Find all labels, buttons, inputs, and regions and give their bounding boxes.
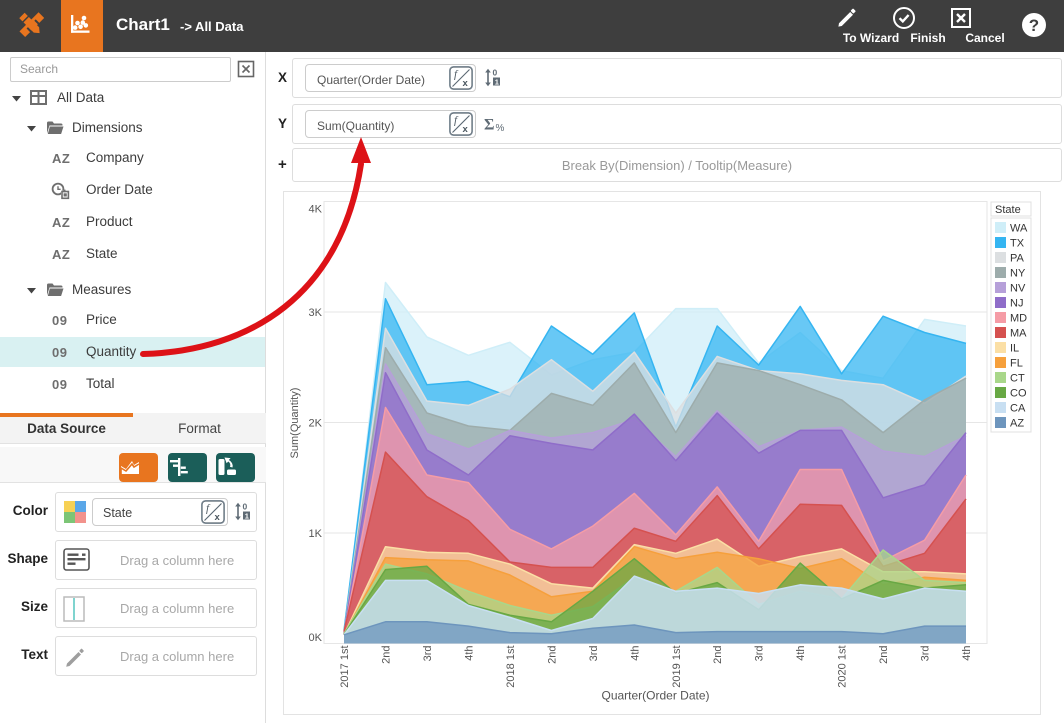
svg-text:Σ: Σ: [484, 117, 494, 134]
svg-text:State: State: [995, 204, 1021, 216]
svg-text:4th: 4th: [961, 646, 973, 661]
svg-text:4th: 4th: [463, 646, 475, 661]
svg-text:4K: 4K: [309, 204, 323, 216]
svg-text:1K: 1K: [309, 528, 323, 540]
svg-text:NY: NY: [1010, 268, 1026, 280]
svg-text:1: 1: [495, 77, 499, 86]
svg-text:MD: MD: [1010, 313, 1027, 325]
svg-text:3rd: 3rd: [754, 646, 766, 662]
svg-text:0: 0: [493, 68, 498, 78]
svg-text:2020 1st: 2020 1st: [837, 646, 849, 688]
svg-text:2nd: 2nd: [381, 646, 393, 664]
svg-text:3K: 3K: [309, 307, 323, 319]
svg-text:IL: IL: [1010, 343, 1019, 355]
svg-text:?: ?: [1029, 16, 1039, 35]
svg-text:f: f: [454, 115, 459, 127]
svg-text:2nd: 2nd: [546, 646, 558, 664]
svg-text:2017 1st: 2017 1st: [339, 646, 351, 688]
svg-text:2nd: 2nd: [712, 646, 724, 664]
svg-text:AZ: AZ: [1010, 418, 1024, 430]
svg-text:2K: 2K: [309, 418, 323, 430]
svg-text:2019 1st: 2019 1st: [671, 646, 683, 688]
svg-text:PA: PA: [1010, 253, 1025, 265]
svg-text:x: x: [463, 124, 469, 135]
svg-text:x: x: [215, 512, 221, 523]
svg-text:Sum(Quantity): Sum(Quantity): [289, 388, 301, 459]
svg-text:1: 1: [245, 511, 249, 520]
svg-text:x: x: [463, 78, 469, 89]
svg-text:NJ: NJ: [1010, 298, 1023, 310]
svg-text:4th: 4th: [629, 646, 641, 661]
svg-text:%: %: [496, 123, 505, 134]
svg-text:2nd: 2nd: [878, 646, 890, 664]
svg-text:NV: NV: [1010, 283, 1026, 295]
svg-text:0K: 0K: [309, 632, 323, 644]
svg-text:3rd: 3rd: [588, 646, 600, 662]
svg-text:CA: CA: [1010, 403, 1026, 415]
svg-text:Quarter(Order Date): Quarter(Order Date): [601, 689, 709, 703]
svg-text:2018 1st: 2018 1st: [505, 646, 517, 688]
svg-text:WA: WA: [1010, 223, 1028, 235]
svg-text:CT: CT: [1010, 373, 1025, 385]
svg-text:0: 0: [243, 502, 248, 512]
svg-text:4th: 4th: [795, 646, 807, 661]
svg-text:3rd: 3rd: [422, 646, 434, 662]
svg-text:TX: TX: [1010, 238, 1025, 250]
svg-text:f: f: [206, 503, 211, 515]
svg-text:FL: FL: [1010, 358, 1023, 370]
svg-text:MA: MA: [1010, 328, 1027, 340]
svg-text:f: f: [454, 69, 459, 81]
svg-text:CO: CO: [1010, 388, 1027, 400]
svg-text:3rd: 3rd: [920, 646, 932, 662]
